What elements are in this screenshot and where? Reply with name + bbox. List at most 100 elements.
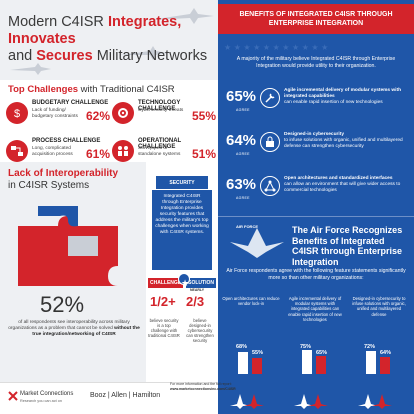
- interop-value: 52%: [40, 292, 85, 317]
- challenge-solution-banner: CHALLENGE SOLUTION: [148, 278, 216, 288]
- benefits-column: ★ ★ ★ ★ ★ ★ ★ ★ ★ ★ ★ BENEFITS OF INTEGR…: [218, 0, 414, 414]
- star-icon: ★: [178, 273, 190, 289]
- af-bar-group: 75% 65%: [286, 344, 344, 394]
- agree-label: AGREE: [236, 108, 250, 112]
- benefit-row: 65% AGREE Agile incremental delivery of …: [226, 86, 406, 118]
- af-pct: 75%: [300, 344, 312, 350]
- title-part1: Modern C4ISR: [8, 14, 108, 30]
- challenge-desc: Cybersecurity threats: [138, 108, 184, 113]
- lock-icon: [260, 132, 280, 152]
- benefit-rest: can allow an environment that will give …: [284, 182, 401, 193]
- challenge-title: PROCESS CHALLENGE: [32, 138, 101, 144]
- af-column-text: Designed-in cybersecurity to infuse solu…: [352, 296, 406, 317]
- benefit-bold: Open architectures and standardized inte…: [284, 176, 393, 181]
- svg-text:★: ★: [181, 279, 189, 287]
- af-column-text: Open architectures can reduce vendor loc…: [222, 296, 280, 307]
- jet-icons: [230, 394, 392, 409]
- wrench-icon: [260, 88, 280, 108]
- operational-challenge: OPERATIONAL CHALLENGE Stovepiped or stan…: [112, 136, 216, 174]
- af-pct: 68%: [236, 344, 248, 350]
- network-icon: [260, 176, 280, 196]
- more-info-url[interactable]: www.marketconnectionsinc.com/C4ISR: [170, 386, 236, 391]
- benefit-bold: Designed-in cybersecurity: [284, 132, 344, 137]
- interop-heading-rest: in C4ISR Systems: [8, 180, 90, 191]
- challenge-label: CHALLENGE: [148, 278, 184, 288]
- jets-background-icon: [10, 8, 214, 75]
- gear-icon: [112, 102, 134, 124]
- benefit-row: 63% AGREE Open architectures and standar…: [226, 174, 406, 206]
- stat2-desc: believe designed-in cybersecurity can st…: [186, 318, 214, 343]
- title-secures: Secures: [36, 48, 93, 64]
- process-challenge: PROCESS CHALLENGE Long, complicated acqu…: [6, 136, 110, 174]
- other-pct: 64%: [380, 350, 392, 356]
- benefit-text: Agile incremental delivery of modular sy…: [284, 88, 406, 106]
- challenge-pct: 61%: [85, 147, 110, 161]
- solution-label: SOLUTION: [186, 278, 216, 288]
- budgetary-challenge: $ BUDGETARY CHALLENGE Lack of funding/ b…: [6, 98, 110, 136]
- stat2-value: 2/3: [186, 294, 205, 309]
- af-column-text: Agile incremental delivery of modular sy…: [288, 296, 342, 322]
- benefit-text: Open architectures and standardized inte…: [284, 176, 406, 194]
- af-bar: [302, 350, 312, 374]
- af-bar-group: 72% 64%: [350, 344, 408, 394]
- benefit-row: 64% AGREE Designed-in cybersecurity to in…: [226, 130, 406, 162]
- heading-bold: Top Challenges: [8, 84, 79, 95]
- puzzle-icon: [18, 206, 118, 286]
- challenge-pct: 55%: [191, 109, 216, 123]
- af-bar: [366, 351, 376, 374]
- more-info-text: For more information and the full report…: [170, 382, 232, 386]
- interop-heading-bold: Lack of Interoperability: [8, 168, 119, 179]
- footer-logos: Market Connections Research you can act …: [0, 382, 218, 414]
- agree-label: AGREE: [236, 196, 250, 200]
- challenge-desc: Stovepiped or standalone systems: [138, 146, 181, 157]
- challenge-desc: Long, complicated acquisition process: [32, 146, 73, 157]
- title-part3: Military Networks: [92, 48, 208, 64]
- other-bar: [252, 358, 262, 374]
- page-title: Modern C4ISR Integrates, Innovates and S…: [8, 14, 218, 65]
- agree-label: AGREE: [236, 152, 250, 156]
- stat1-value: 1/2+: [150, 294, 176, 309]
- top-challenges-heading: Top Challenges with Traditional C4ISR: [8, 84, 175, 95]
- title-integrates: Integrates, Innovates: [8, 14, 182, 47]
- svg-text:★ ★ ★ ★ ★ ★ ★ ★ ★ ★ ★: ★ ★ ★ ★ ★ ★ ★ ★ ★ ★ ★: [224, 43, 328, 52]
- interop-heading: Lack of Interoperability in C4ISR Systems: [8, 168, 118, 192]
- other-pct: 65%: [316, 350, 328, 356]
- air-force-wings-icon: [230, 228, 284, 258]
- benefit-pct: 64%: [226, 132, 257, 149]
- nearly-label: NEARLY: [190, 288, 205, 292]
- divider: [218, 216, 414, 217]
- challenge-pct: 62%: [85, 109, 110, 123]
- benefits-heading: BENEFITS OF INTEGRATED C4ISR THROUGH ENT…: [218, 4, 414, 34]
- other-pct: 55%: [252, 350, 264, 356]
- interoperability-section: Lack of Interoperability in C4ISR Systems…: [0, 162, 146, 382]
- air-force-logo: AIR FORCE: [226, 224, 288, 260]
- more-info: For more information and the full report…: [170, 382, 280, 391]
- stat1-desc: believe security is a top challenge with…: [148, 318, 180, 338]
- svg-text:$: $: [14, 108, 20, 120]
- air-force-sub: Air Force respondents agree with the fol…: [226, 268, 406, 281]
- interop-text: of all respondents see interoperability …: [6, 320, 142, 338]
- af-bar-group: 68% 55%: [222, 344, 280, 394]
- benefit-rest: to infuse solutions with organic, unifie…: [284, 138, 403, 149]
- booz-allen-hamilton: Booz | Allen | Hamilton: [90, 392, 161, 399]
- af-bar: [238, 352, 248, 374]
- security-features-tab: SECURITY FEATURES: [156, 176, 208, 200]
- air-force-title: The Air Force Recognizes Benefits of Int…: [292, 225, 403, 267]
- challenge-desc: Lack of funding/ budgetary constraints: [32, 108, 78, 119]
- flag-stars-background-icon: ★ ★ ★ ★ ★ ★ ★ ★ ★ ★ ★: [224, 43, 328, 52]
- security-panel-text: Integrated C4ISR through Enterprise Inte…: [152, 190, 212, 270]
- challenge-pct: 51%: [191, 147, 216, 161]
- market-connections-tagline: Research you can act on: [20, 399, 63, 403]
- benefit-rest: can enable rapid insertion of new techno…: [284, 100, 383, 105]
- market-connections-name: Market Connections: [20, 391, 74, 397]
- people-icon: [112, 140, 134, 162]
- money-icon: $: [6, 102, 28, 124]
- security-features-section: SECURITY FEATURES Integrated C4ISR throu…: [146, 162, 218, 382]
- challenge-title: TECHNOLOGY CHALLENGE: [138, 100, 181, 112]
- benefit-pct: 65%: [226, 88, 257, 105]
- technology-challenge: TECHNOLOGY CHALLENGE Cybersecurity threa…: [112, 98, 216, 136]
- process-icon: [6, 140, 28, 162]
- interop-text-body: of all respondents see interoperability …: [8, 320, 130, 331]
- other-bar: [316, 356, 326, 374]
- interop-text-bold: without the true integration/networking …: [32, 326, 140, 337]
